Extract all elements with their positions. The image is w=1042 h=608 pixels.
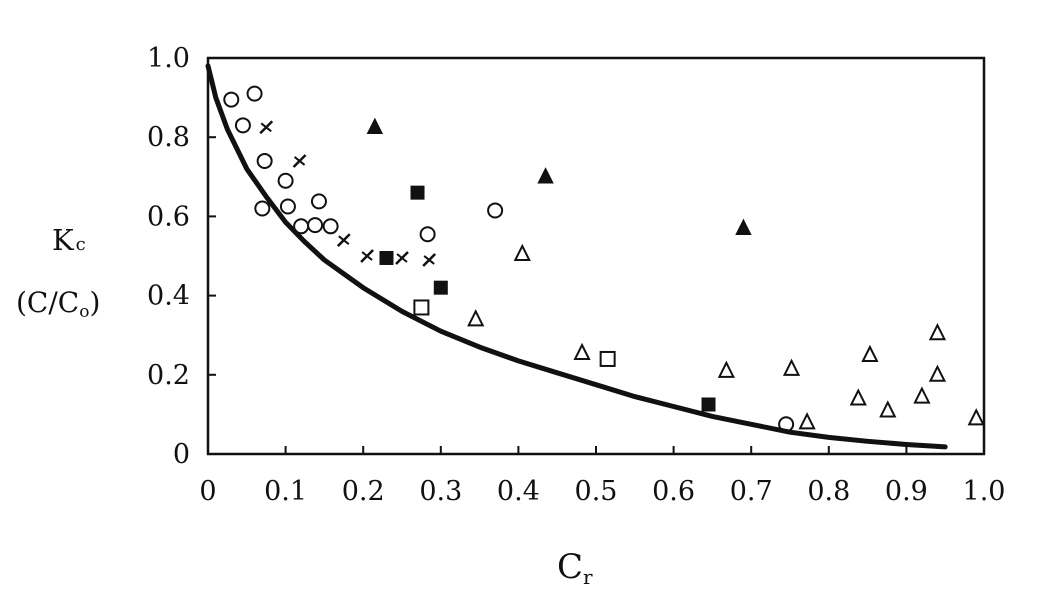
open-triangle-point <box>928 322 947 341</box>
open-triangle-point <box>879 400 897 418</box>
y-tick-label: 0.2 <box>147 360 190 391</box>
filled-triangle-point <box>735 218 752 236</box>
cross-point <box>259 120 274 135</box>
x-axis-label-sub: r <box>583 565 593 589</box>
data-markers <box>223 85 985 433</box>
filled-square-point <box>379 250 394 265</box>
y-tick-label: 0.4 <box>147 281 190 312</box>
open-triangle-point <box>717 360 735 378</box>
open-square-point <box>599 350 616 367</box>
cross-point <box>395 251 409 265</box>
open-circle-point <box>277 172 294 189</box>
filled-square-point <box>701 397 716 412</box>
filled-square-point <box>410 185 425 200</box>
cross-point <box>360 249 374 263</box>
x-tick-label: 0.6 <box>652 476 695 507</box>
x-tick-label: 0.3 <box>419 476 462 507</box>
open-circle-point <box>487 202 504 219</box>
filled-triangle-point <box>366 117 384 135</box>
open-triangle-point <box>861 344 879 362</box>
y-axis-label-k-sub: c <box>76 234 86 255</box>
tick-marks <box>207 57 985 455</box>
y-tick-label: 0.6 <box>147 201 190 232</box>
open-triangle-point <box>798 412 816 430</box>
filled-triangle-point <box>537 167 554 184</box>
cross-point <box>336 233 351 248</box>
y-axis-label-pre: (C/C <box>16 286 79 319</box>
x-tick-label: 0.9 <box>885 476 928 507</box>
x-tick-label: 0.7 <box>730 476 773 507</box>
open-circle-point <box>322 218 339 235</box>
open-triangle-point <box>573 342 591 361</box>
y-tick-label: 0 <box>173 439 190 470</box>
open-circle-point <box>246 85 263 102</box>
x-tick-label: 0.5 <box>575 476 618 507</box>
x-tick-label: 0 <box>199 476 216 507</box>
open-circle-point <box>254 200 271 217</box>
y-axis-label-post: ) <box>89 286 100 319</box>
open-triangle-point <box>967 408 985 426</box>
x-tick-label: 0.4 <box>497 476 540 507</box>
y-tick-label: 1.0 <box>147 43 190 74</box>
fitted-curve <box>205 63 948 450</box>
filled-square-point <box>433 280 448 295</box>
y-axis-label-line2: (C/Co) <box>16 286 100 322</box>
open-triangle-point <box>513 243 531 262</box>
open-circle-point <box>279 198 296 215</box>
open-circle-point <box>307 217 324 234</box>
cross-point <box>422 253 437 267</box>
open-triangle-point <box>849 388 867 406</box>
open-circle-point <box>419 226 436 243</box>
open-circle-point <box>223 91 240 108</box>
x-tick-label: 0.1 <box>264 476 307 507</box>
cross-point <box>292 154 307 168</box>
x-axis-label: Cr <box>557 547 593 589</box>
y-axis-label-sub: o <box>79 302 89 322</box>
open-circle-point <box>293 218 310 235</box>
open-circle-point <box>778 416 795 433</box>
x-axis-label-c: C <box>557 547 583 587</box>
open-circle-point <box>234 117 251 134</box>
y-tick-label: 0.8 <box>147 122 190 153</box>
open-circle-point <box>256 152 273 169</box>
plot-frame <box>206 56 986 456</box>
y-axis-label-k: K <box>52 223 75 257</box>
x-tick-label: 1.0 <box>963 476 1006 507</box>
x-tick-label: 0.2 <box>342 476 385 507</box>
open-circle-point <box>310 193 327 210</box>
open-triangle-point <box>928 364 947 382</box>
x-tick-label: 0.8 <box>807 476 850 507</box>
open-triangle-point <box>913 386 931 404</box>
y-tick-labels: 0 0.2 0.4 0.6 0.8 1.0 <box>147 43 190 470</box>
open-triangle-point <box>467 309 485 327</box>
open-square-point <box>413 299 430 316</box>
x-tick-labels: 0 0.1 0.2 0.3 0.4 0.5 0.6 0.7 0.8 0.9 1.0 <box>199 476 1005 507</box>
open-triangle-point <box>782 358 801 376</box>
